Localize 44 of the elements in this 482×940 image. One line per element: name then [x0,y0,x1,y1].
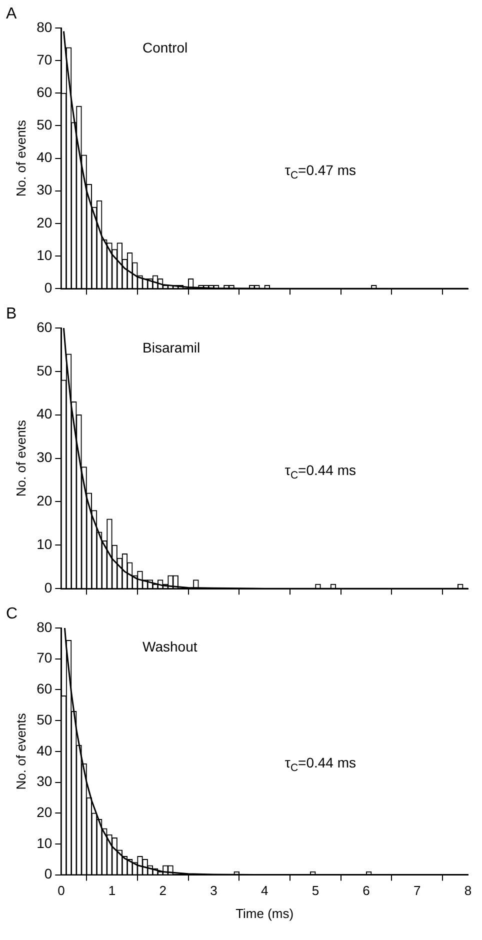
y-tick-label: 0 [44,866,52,882]
y-tick-label: 80 [36,618,52,635]
y-tick-label: 30 [36,773,52,790]
x-tick-label: 8 [464,883,472,898]
y-tick-label: 80 [36,18,52,35]
chart-title: A [6,5,17,22]
y-tick-label: 50 [36,116,52,133]
x-tick-label: 0 [58,883,65,898]
y-tick-label: 30 [36,449,52,466]
annotation: Bisaramil [142,340,200,356]
y-tick-label: 40 [36,742,52,758]
chart-title: B [6,305,17,322]
y-tick-label: 70 [36,51,52,68]
y-axis-title: No. of events [13,420,28,497]
y-tick-label: 60 [36,84,52,100]
annotation: Washout [142,638,198,655]
x-tick-label: 7 [414,883,421,898]
y-tick-label: 20 [36,492,52,509]
y-tick-label: 10 [36,834,52,851]
y-tick-label: 0 [44,579,52,596]
y-tick-label: 10 [36,536,52,552]
annotation: Control [142,40,188,56]
x-tick-label: 6 [362,883,370,898]
y-tick-label: 10 [36,246,52,263]
y-tick-label: 50 [36,711,52,728]
y-tick-label: 60 [36,680,52,697]
y-tick-label: 20 [36,804,52,820]
x-tick-label: 3 [210,883,218,898]
x-tick-label: 5 [312,883,320,898]
y-tick-label: 70 [36,650,52,666]
y-tick-label: 30 [36,182,52,198]
y-tick-label: 40 [36,149,52,166]
y-tick-label: 50 [36,362,52,378]
y-tick-label: 40 [36,406,52,422]
y-tick-label: 20 [36,214,52,230]
y-axis-title: No. of events [13,712,28,790]
y-axis-title: No. of events [13,120,28,197]
x-axis-title: Time (ms) [236,906,294,921]
chart-title: C [6,605,18,622]
y-tick-label: 0 [44,279,52,296]
y-tick-label: 60 [36,318,52,335]
x-tick-label: 1 [108,883,116,898]
x-tick-label: 2 [159,883,166,898]
x-tick-label: 4 [260,883,268,898]
